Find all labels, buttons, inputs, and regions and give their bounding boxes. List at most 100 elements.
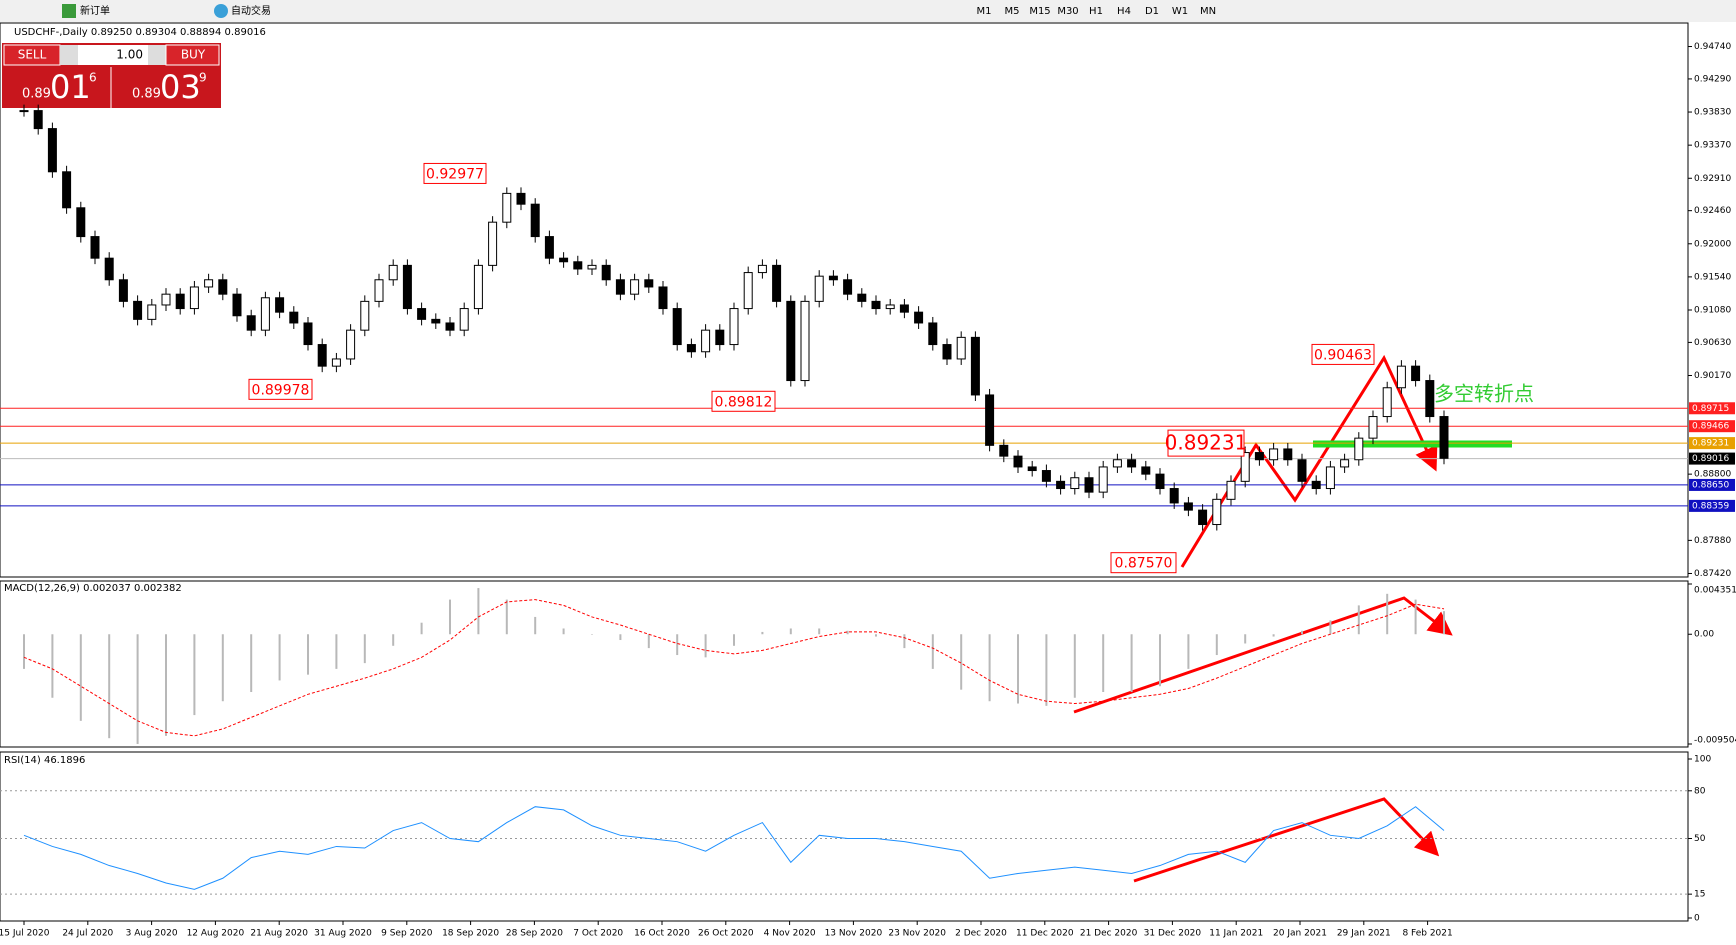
x-tick-label: 2 Dec 2020 [955, 929, 1007, 939]
buy-button[interactable] [165, 44, 220, 66]
macd-bar [647, 634, 650, 649]
timeframe-button[interactable]: M30 [1057, 6, 1078, 17]
macd-bar [988, 634, 991, 702]
x-tick-label: 21 Dec 2020 [1080, 929, 1138, 939]
y-tick-label: 80 [1694, 786, 1706, 796]
candle [204, 279, 214, 288]
candle [516, 192, 526, 205]
candle [218, 279, 228, 295]
candle [1127, 459, 1137, 468]
lots-input[interactable] [78, 45, 148, 65]
new-order-icon[interactable] [62, 4, 76, 18]
candle [232, 293, 242, 317]
candle [828, 275, 838, 281]
y-tick-label: 0.88800 [1694, 470, 1731, 480]
level-tag [1689, 437, 1735, 450]
candle [630, 279, 640, 295]
candle [1382, 387, 1392, 418]
x-tick-label: 24 Jul 2020 [62, 929, 113, 939]
timeframe-button[interactable]: M5 [1005, 6, 1020, 17]
candle [1070, 477, 1080, 490]
candle [786, 300, 796, 382]
macd-signal [23, 599, 1445, 737]
macd-bar [108, 634, 111, 739]
candle [658, 286, 668, 310]
x-tick-label: 29 Jan 2021 [1337, 929, 1391, 939]
macd-bar [1017, 634, 1019, 704]
timeframe-button[interactable]: D1 [1145, 6, 1159, 17]
rsi-title: RSI(14) 46.1896 [4, 755, 85, 766]
auto-trading-button[interactable]: 自动交易 [231, 4, 271, 17]
timeframe-button[interactable]: W1 [1172, 6, 1188, 17]
candle [1027, 466, 1037, 472]
x-tick-label: 13 Nov 2020 [825, 929, 883, 939]
auto-trading-icon[interactable] [214, 4, 228, 18]
candle [715, 329, 725, 346]
level-label: 0.88650 [1692, 480, 1729, 490]
x-tick-label: 23 Nov 2020 [888, 929, 946, 939]
candle [729, 308, 739, 346]
macd-bar [818, 628, 821, 635]
macd-panel [0, 580, 1689, 748]
macd-bar [676, 634, 679, 656]
y-tick-label: 0.87880 [1694, 536, 1731, 546]
candle [686, 344, 696, 353]
candle [743, 272, 753, 310]
candle [772, 264, 782, 302]
candle [1283, 448, 1293, 461]
timeframe-button[interactable]: M15 [1029, 6, 1050, 17]
candle [672, 308, 682, 346]
x-tick-label: 31 Aug 2020 [314, 929, 372, 939]
price-annotation-box [423, 162, 487, 184]
new-order-button[interactable]: 新订单 [80, 4, 110, 17]
macd-bar [23, 634, 25, 669]
candle [133, 300, 143, 320]
macd-bar [1443, 611, 1445, 635]
candle [289, 311, 299, 324]
candle [175, 293, 185, 310]
level-label: 0.89466 [1692, 422, 1729, 432]
y-tick-label: 0.90630 [1694, 338, 1731, 348]
x-tick-label: 15 Jul 2020 [0, 929, 50, 939]
candle [488, 221, 498, 266]
candle [1396, 365, 1406, 389]
macd-bar [250, 634, 253, 692]
timeframe-button[interactable]: M1 [977, 6, 992, 17]
candle [857, 293, 867, 302]
timeframe-button[interactable]: MN [1200, 6, 1216, 17]
candle [19, 110, 29, 113]
macd-bar [1159, 634, 1161, 687]
candle [76, 207, 86, 238]
y-tick-label: 0.92000 [1694, 239, 1731, 249]
level-label: 0.88359 [1692, 501, 1729, 511]
candle [317, 344, 327, 367]
timeframe-button[interactable]: H1 [1089, 6, 1103, 17]
macd-bar [1073, 634, 1076, 698]
price-annotation: 0.89812 [715, 394, 773, 410]
candle [544, 236, 554, 259]
candle [559, 257, 569, 263]
toolbar [0, 0, 1736, 22]
macd-bar [1045, 634, 1048, 706]
y-tick-label: -0.009504 [1694, 736, 1736, 746]
price-annotation-box [1167, 429, 1245, 457]
buy-label: BUY [181, 48, 206, 62]
candle [360, 300, 370, 331]
candle [615, 279, 625, 295]
candle [871, 300, 881, 310]
y-tick-label: 0.91540 [1694, 272, 1731, 282]
candle [1340, 459, 1350, 468]
y-tick-label: 0.90170 [1694, 371, 1731, 381]
macd-bar [1329, 620, 1332, 635]
price-annotation: 0.87570 [1115, 556, 1173, 572]
candle [1212, 498, 1222, 526]
timeframe-button[interactable]: H4 [1117, 6, 1131, 17]
x-tick-label: 11 Dec 2020 [1016, 929, 1074, 939]
candle [1141, 466, 1151, 475]
macd-bar [1301, 630, 1303, 635]
candle [104, 257, 114, 281]
macd-bar [1244, 634, 1247, 644]
price-annotation-box [711, 390, 776, 412]
candle [147, 304, 157, 320]
